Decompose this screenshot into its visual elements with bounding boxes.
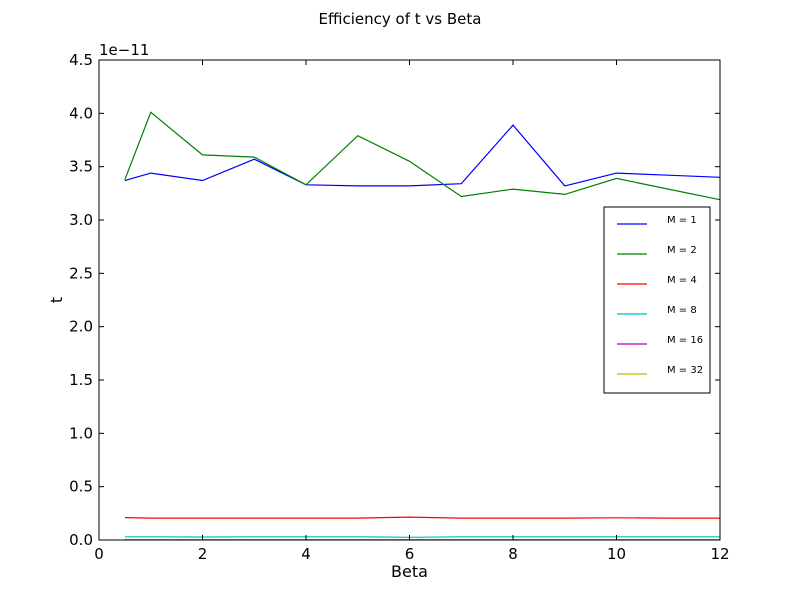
legend-label: M = 4 (667, 275, 697, 286)
legend-label: M = 2 (667, 245, 697, 256)
legend: M = 1 M = 2 M = 4 M = 8 M = 16 M = 32 (603, 206, 711, 394)
legend-label: M = 8 (667, 305, 697, 316)
series-line-m2 (124, 111, 721, 201)
x-tick-label: 12 (710, 545, 729, 563)
y-tick-label: 1.5 (69, 371, 93, 389)
series-line-m1 (124, 124, 721, 187)
y-tick-label: 3.0 (69, 211, 93, 229)
plot-area-frame (98, 59, 721, 541)
x-tick-label: 4 (301, 545, 311, 563)
legend-label: M = 1 (667, 215, 697, 226)
y-tick-label: 3.5 (69, 158, 93, 176)
y-tick-label: 2.0 (69, 318, 93, 336)
legend-label: M = 32 (667, 365, 703, 376)
series-line-m4 (124, 516, 720, 519)
y-tick-label: 0.0 (69, 531, 93, 549)
y-tick-label: 1.0 (69, 424, 93, 442)
y-offset-text: 1e−11 (99, 41, 149, 59)
y-tick-label: 4.5 (69, 51, 93, 69)
x-axis-label: Beta (391, 562, 428, 581)
x-tick-label: 2 (198, 545, 208, 563)
y-tick-label: 0.5 (69, 478, 93, 496)
x-tick-label: 6 (405, 545, 415, 563)
y-tick-label: 4.0 (69, 104, 93, 122)
ticks-layer: 0 2 4 6 8 10 12 0.0 0.5 1.0 1.5 2.0 2.5 3.0 3.5 4.0 4.5 (69, 51, 729, 563)
x-tick-label: 0 (94, 545, 104, 563)
x-tick-label: 8 (508, 545, 518, 563)
y-tick-label: 2.5 (69, 264, 93, 282)
y-axis-label: t (47, 297, 66, 303)
series-line-m8 (124, 536, 720, 538)
x-tick-label: 10 (607, 545, 626, 563)
legend-label: M = 16 (667, 335, 703, 346)
chart-title: Efficiency of t vs Beta (319, 10, 482, 28)
legend-frame (603, 206, 711, 394)
